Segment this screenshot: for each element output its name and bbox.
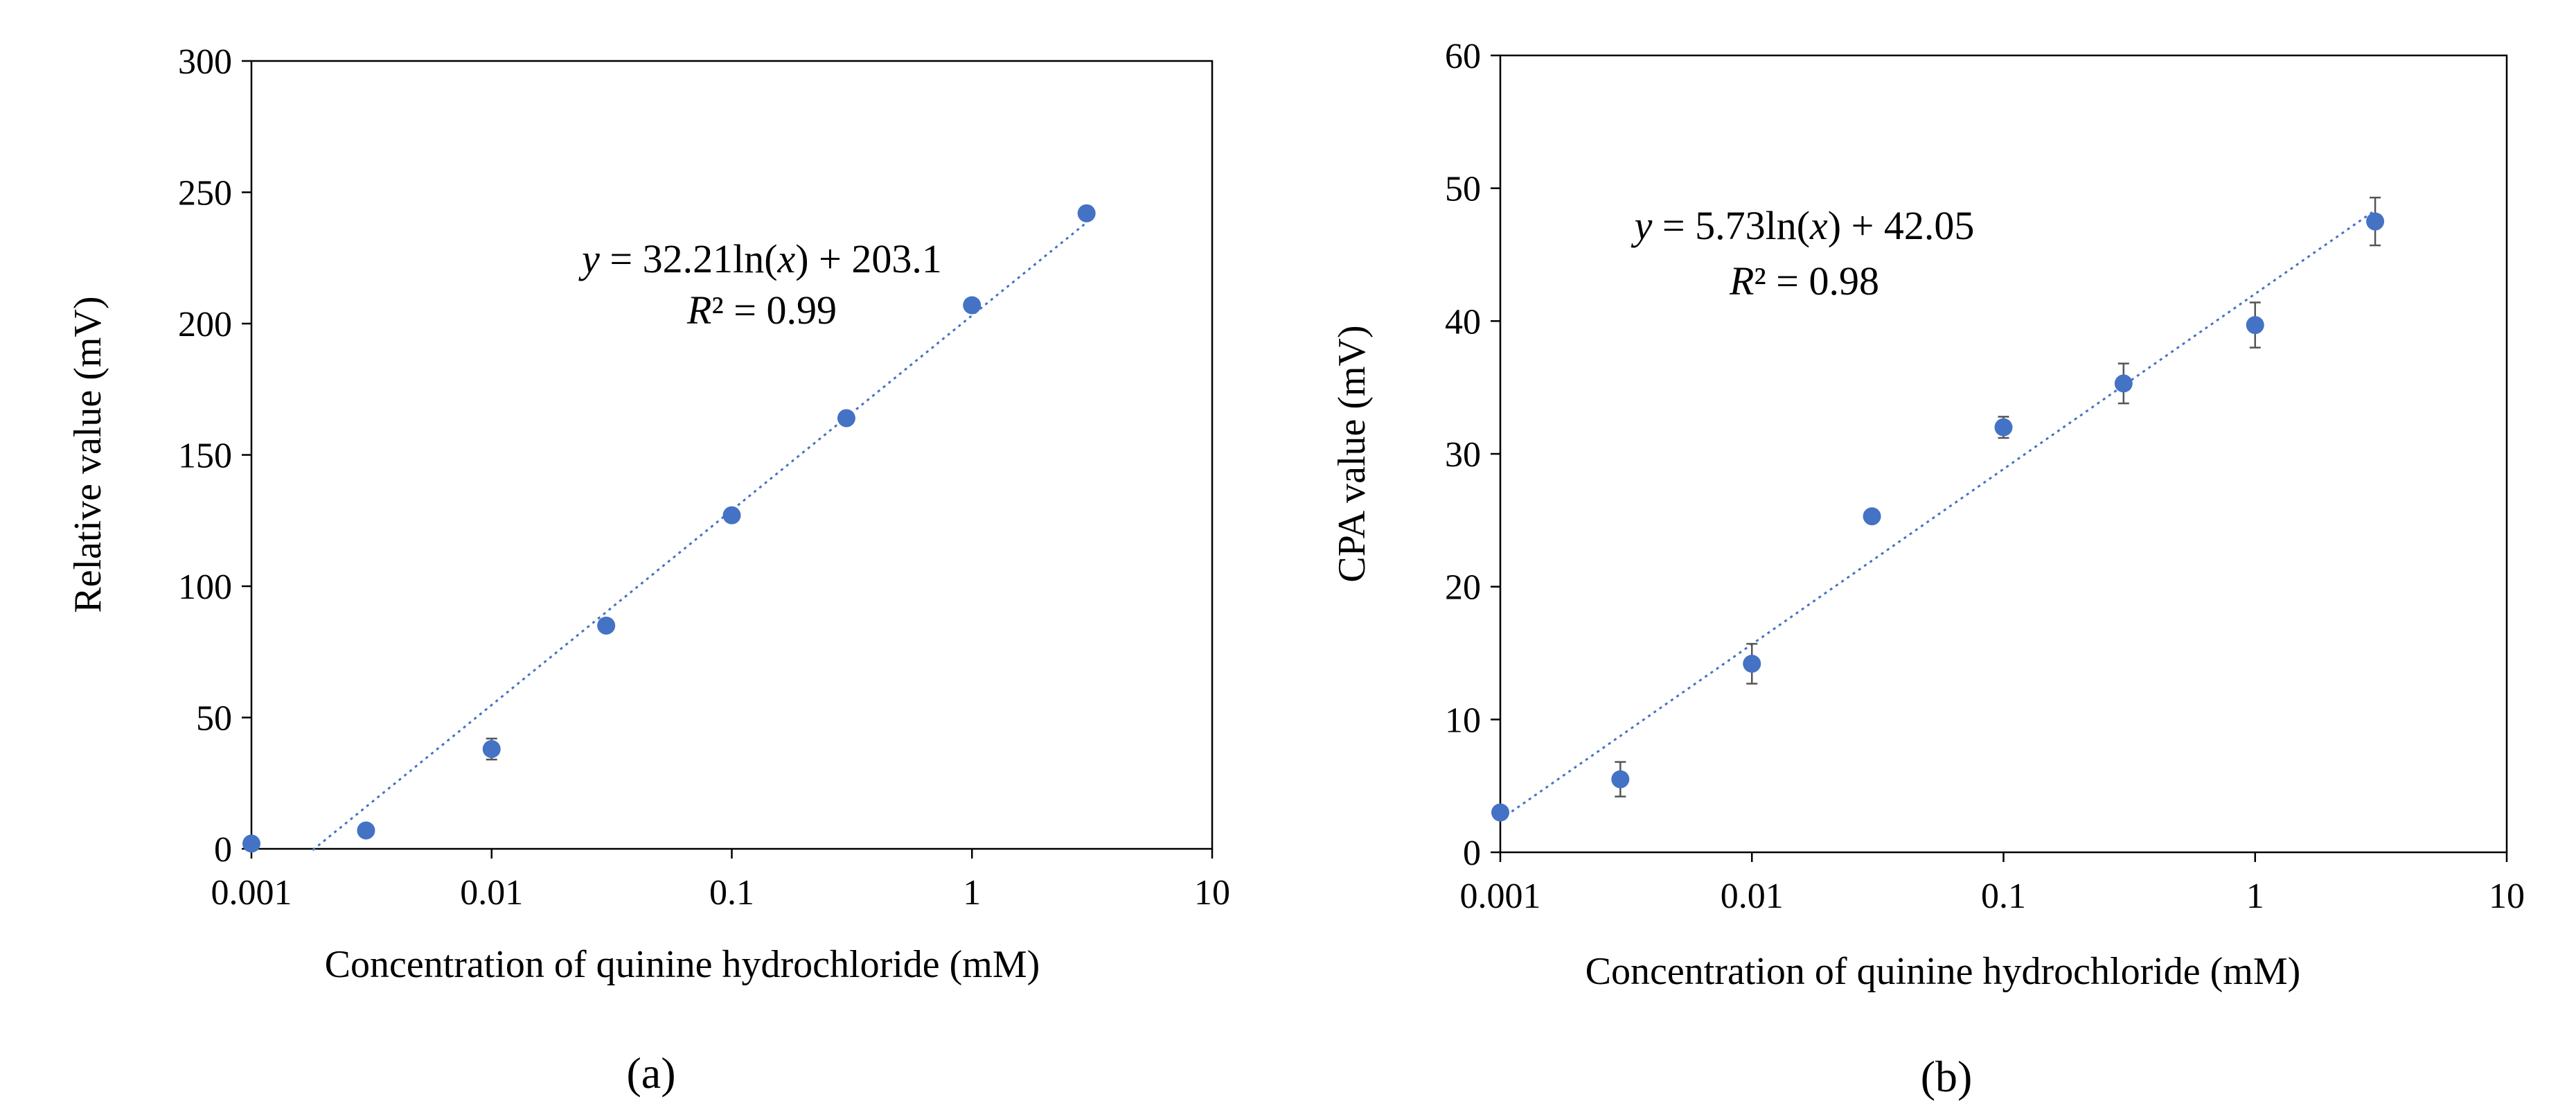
chart-b-trendline [1500,209,2376,820]
chart-b-y-tick-label: 50 [1445,170,1481,209]
chart-b-r-squared: R² = 0.98 [1729,258,1879,304]
chart-b-y-tick-label: 60 [1445,37,1481,76]
chart-b-y-tick-label: 30 [1445,435,1481,475]
chart-b-x-axis-label: Concentration of quinine hydrochloride (… [1585,950,2301,993]
chart-b-data-point [2114,374,2133,393]
chart-b-x-tick-label: 10 [2489,877,2525,916]
chart-b-y-tick-label: 0 [1463,834,1481,873]
chart-b-x-tick-label: 1 [2246,877,2264,916]
chart-a-x-tick-label: 1 [963,873,981,913]
chart-a-equation: y = 32.21ln(x) + 203.1 [578,236,942,281]
chart-b-data-point [1863,507,1881,526]
chart-a-data-point [597,616,616,635]
chart-b-data-point [1994,418,2013,437]
chart-b-data-point [2366,212,2385,231]
chart-b-y-axis-label: CPA value (mV) [1331,325,1374,582]
chart-a-y-tick-label: 250 [178,174,232,213]
chart-a-data-point [482,739,501,758]
chart-b-x-tick-label: 0.1 [1981,877,2026,916]
chart-b-data-point [1743,654,1761,673]
chart-a-y-tick-label: 50 [196,699,232,739]
chart-b-data-point [1611,770,1630,789]
chart-b-data-point [2246,316,2264,335]
chart-b-panel-label: (b) [1921,1052,1973,1101]
chart-a-panel-label: (a) [626,1048,675,1098]
chart-a-data-point [722,506,741,525]
chart-a-y-tick-label: 0 [214,830,232,870]
chart-b-plot-frame [1499,54,2508,854]
chart-a-data-point [357,821,375,840]
chart-a-r-squared: R² = 0.99 [686,288,837,333]
chart-a-y-tick-label: 100 [178,568,232,607]
chart-a-x-tick-label: 10 [1194,873,1230,913]
chart-b-y-tick-label: 10 [1445,701,1481,740]
chart-b: 0.001 0.01 0.1 1 10 0 10 20 30 40 50 60 y = 5.73ln(… [1331,37,2525,1101]
chart-a-data-point [242,834,260,853]
chart-a-y-tick-label: 150 [178,437,232,476]
chart-a-x-tick-label: 0.001 [211,873,292,913]
chart-a-x-axis-label: Concentration of quinine hydrochloride (… [325,943,1040,986]
chart-a-data-point [837,409,855,428]
chart-b-x-tick-label: 0.001 [1460,877,1541,916]
chart-a-x-tick-label: 0.1 [709,873,754,913]
chart-a-y-tick-label: 300 [178,42,232,82]
chart-a-data-point [1077,204,1096,222]
chart-b-y-tick-label: 20 [1445,568,1481,608]
chart-a-x-tick-label: 0.01 [460,873,523,913]
chart-b-x-tick-label: 0.01 [1721,877,1784,916]
chart-b-equation: y = 5.73ln(x) + 42.05 [1631,203,1975,248]
chart-a-data-point [963,296,981,315]
chart-a-plot-frame [250,60,1214,850]
chart-a-y-axis-label: Relative value (mV) [66,296,109,613]
chart-b-y-tick-label: 40 [1445,302,1481,342]
chart-a-y-tick-label: 200 [178,305,232,344]
chart-b-data-point [1491,803,1509,822]
